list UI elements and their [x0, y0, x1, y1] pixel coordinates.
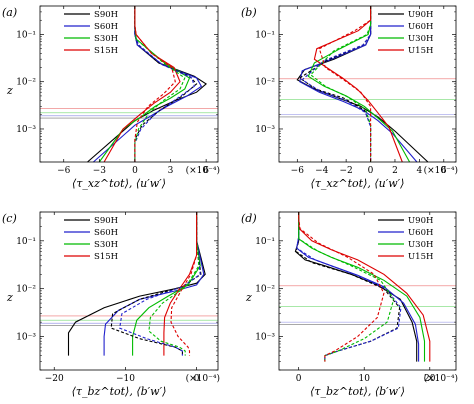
x-axis-multiplier: (×10⁻⁴) — [424, 165, 458, 176]
series-line-u15h-solid — [298, 212, 431, 362]
y-tick-label: 10⁻² — [16, 285, 36, 295]
legend-label: S15H — [94, 252, 118, 262]
x-axis-multiplier: (×10⁻⁴) — [424, 373, 458, 384]
legend-label: S30H — [94, 34, 118, 44]
panel-d: 0 10 20 10⁻³ 10⁻² 10⁻¹ (d) z ⟨τ_bz^tot⟩, ⟨b′w′⟩ (… — [241, 211, 458, 398]
x-tick-label: −10 — [116, 374, 135, 384]
series-line-s15h-solid — [163, 212, 198, 356]
x-tick-label: −6 — [57, 166, 71, 176]
series-line-s30h-dashed — [134, 6, 186, 162]
x-axis-label: ⟨τ_bz^tot⟩, ⟨b′w′⟩ — [310, 385, 405, 398]
series-line-u60h-solid — [296, 212, 420, 362]
series-line-u60h-solid — [299, 6, 418, 163]
legend-label: S60H — [94, 22, 118, 32]
series-line-s15h-dashed — [170, 212, 198, 356]
legend-label: U30H — [408, 240, 433, 250]
panel-label: (d) — [241, 212, 257, 225]
x-tick-label: 6 — [203, 166, 209, 176]
legend-label: U15H — [408, 46, 433, 56]
y-tick-label: 10⁻³ — [16, 333, 36, 343]
y-axis-label: z — [6, 84, 13, 97]
x-tick-label: 0 — [194, 374, 200, 384]
y-tick-label: 10⁻³ — [16, 125, 36, 135]
x-tick-label: 4 — [417, 166, 423, 176]
series-line-u15h-dashed — [298, 212, 385, 362]
series-line-s60h-solid — [93, 6, 203, 163]
series-line-u30h-dashed — [298, 212, 395, 362]
x-tick-label: −4 — [315, 166, 329, 176]
series-line-u30h-solid — [307, 6, 411, 163]
series-line-u60h-dashed — [301, 6, 372, 162]
panel-label: (c) — [2, 212, 17, 225]
series-line-s90h-solid — [67, 212, 206, 356]
x-tick-label: −20 — [45, 374, 64, 384]
y-tick-label: 10⁻¹ — [255, 237, 275, 247]
y-axis-label: z — [245, 291, 252, 304]
y-tick-label: 10⁻² — [255, 78, 275, 88]
series-line-s60h-dashed — [119, 212, 201, 356]
legend-label: U60H — [408, 228, 433, 238]
x-tick-label: 10 — [358, 374, 370, 384]
axes-frame — [39, 211, 219, 371]
series-line-u90h-dashed — [298, 6, 372, 162]
legend-label: U90H — [408, 10, 433, 20]
x-axis-label: ⟨τ_bz^tot⟩, ⟨b′w′⟩ — [72, 385, 167, 398]
y-axis-label: z — [6, 291, 13, 304]
panel-b: −6 −4 −2 0 2 4 6 10⁻³ 10⁻² 10⁻¹ (b) ⟨τ_xz^tot⟩, ⟨u′… — [241, 5, 458, 190]
y-tick-label: 10⁻³ — [255, 333, 275, 343]
legend-label: U60H — [408, 22, 433, 32]
series-line-u15h-dashed — [318, 6, 372, 162]
x-tick-label: 0 — [368, 166, 374, 176]
x-tick-label: 0 — [132, 166, 138, 176]
series-line-u15h-solid — [313, 6, 403, 163]
x-tick-label: 3 — [168, 166, 174, 176]
legend-label: S30H — [94, 240, 118, 250]
x-axis-multiplier: (×10⁻⁴) — [186, 165, 220, 176]
series-line-u30h-dashed — [309, 6, 372, 162]
x-tick-label: −6 — [291, 166, 305, 176]
series-line-s15h-dashed — [134, 6, 176, 162]
x-axis-label: ⟨τ_xz^tot⟩, ⟨u′w′⟩ — [72, 177, 166, 190]
y-tick-label: 10⁻³ — [255, 125, 275, 135]
y-tick-label: 10⁻¹ — [16, 237, 36, 247]
legend-label: S15H — [94, 46, 118, 56]
axes-frame — [39, 5, 219, 163]
panel-label: (b) — [241, 6, 257, 19]
series-line-s30h-solid — [132, 212, 201, 356]
panel-c: −20 −10 0 10⁻³ 10⁻² 10⁻¹ (c) z ⟨τ_bz^tot⟩, ⟨b′w′… — [2, 211, 220, 398]
x-tick-label: −2 — [339, 166, 352, 176]
x-axis-multiplier: (×10⁻⁴) — [186, 373, 220, 384]
panel-a: −6 −3 0 3 6 10⁻³ 10⁻² 10⁻¹ (a) z ⟨τ_xz^tot⟩, ⟨u′w′… — [2, 5, 220, 190]
legend-label: U15H — [408, 252, 433, 262]
x-tick-label: 0 — [296, 374, 302, 384]
legend-label: U90H — [408, 216, 433, 226]
panel-label: (a) — [2, 6, 17, 19]
y-tick-label: 10⁻¹ — [16, 30, 36, 40]
series-line-s60h-dashed — [134, 6, 195, 162]
y-tick-label: 10⁻² — [16, 78, 36, 88]
x-tick-label: −3 — [93, 166, 107, 176]
x-tick-label: 20 — [424, 374, 436, 384]
x-tick-label: 2 — [392, 166, 398, 176]
y-tick-label: 10⁻¹ — [255, 30, 275, 40]
legend-label: U30H — [408, 34, 433, 44]
legend-label: S90H — [94, 216, 118, 226]
legend-label: S60H — [94, 228, 118, 238]
y-tick-label: 10⁻² — [255, 285, 275, 295]
x-axis-label: ⟨τ_xz^tot⟩, ⟨u′w′⟩ — [311, 177, 405, 190]
series-line-u30h-solid — [298, 212, 426, 362]
series-line-s30h-dashed — [148, 212, 200, 356]
legend-label: S90H — [94, 10, 118, 20]
x-tick-label: 6 — [441, 166, 447, 176]
